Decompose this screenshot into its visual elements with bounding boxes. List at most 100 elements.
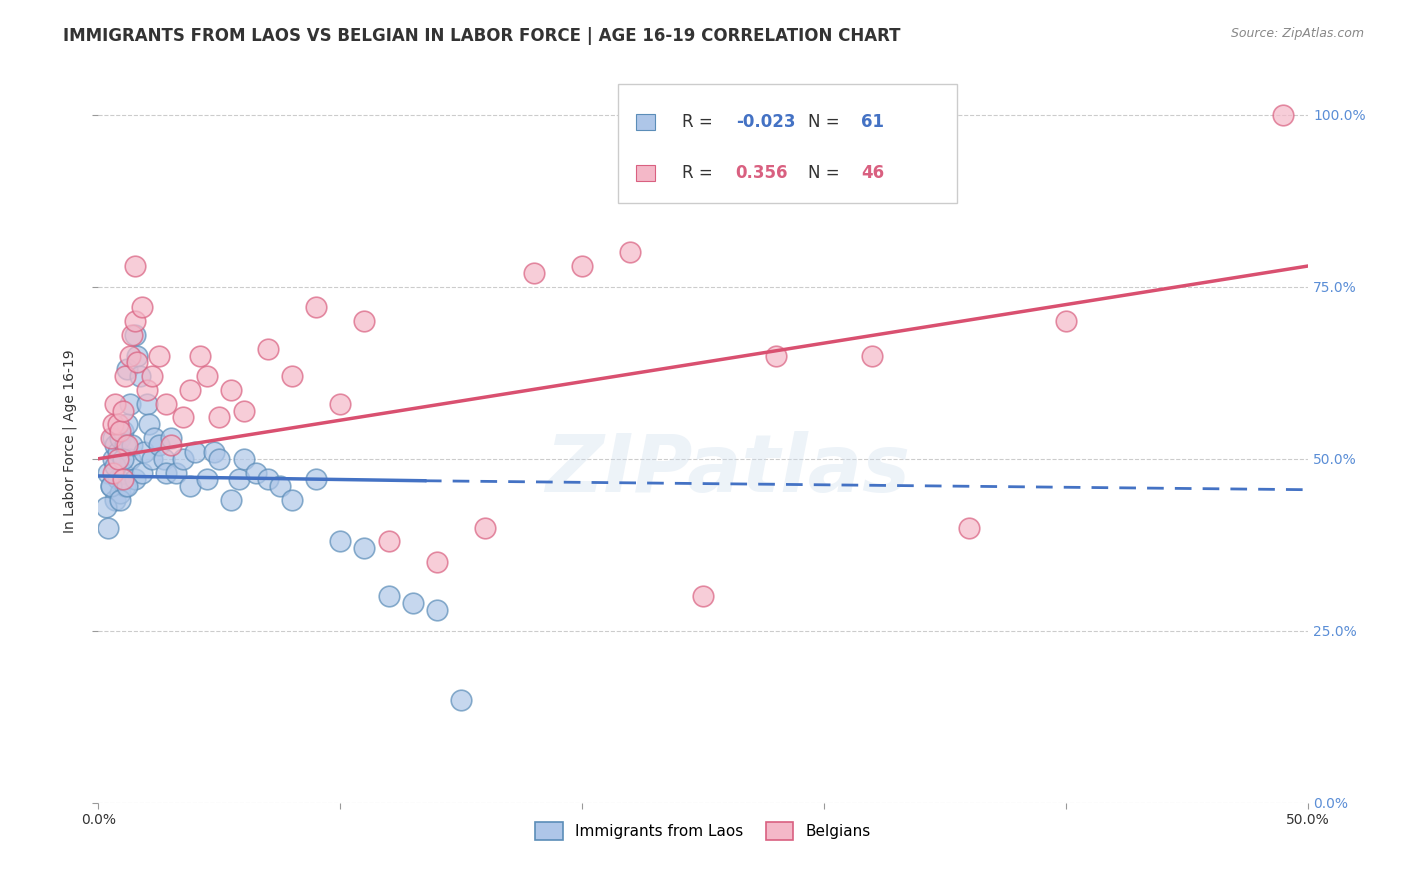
Text: ZIPatlas: ZIPatlas [544, 432, 910, 509]
Text: 0.356: 0.356 [735, 164, 789, 182]
Point [111, 466, 134, 480]
Point [108, 431, 131, 445]
Point [172, 410, 194, 425]
Point [208, 451, 231, 466]
Point [141, 451, 163, 466]
Point [160, 431, 183, 445]
Point [108, 424, 131, 438]
Point [245, 466, 267, 480]
Point [305, 472, 328, 486]
Point [269, 479, 291, 493]
Point [571, 259, 593, 273]
Text: 61: 61 [862, 113, 884, 131]
Point [118, 451, 141, 466]
Point [208, 410, 231, 425]
Point [111, 472, 134, 486]
Text: R =: R = [682, 113, 718, 131]
Text: R =: R = [682, 164, 724, 182]
Text: Source: ZipAtlas.com: Source: ZipAtlas.com [1230, 27, 1364, 40]
Point [124, 472, 146, 486]
Text: -0.023: -0.023 [735, 113, 796, 131]
Point [1272, 108, 1295, 122]
Point [111, 451, 134, 466]
Point [131, 466, 153, 480]
Text: IMMIGRANTS FROM LAOS VS BELGIAN IN LABOR FORCE | AGE 16-19 CORRELATION CHART: IMMIGRANTS FROM LAOS VS BELGIAN IN LABOR… [63, 27, 901, 45]
Point [107, 451, 129, 466]
Point [141, 369, 163, 384]
Point [377, 534, 399, 549]
Point [104, 397, 127, 411]
Point [353, 314, 375, 328]
Point [97, 466, 120, 480]
Point [108, 486, 131, 500]
Point [155, 397, 177, 411]
Point [221, 383, 243, 397]
Point [619, 245, 641, 260]
Point [957, 520, 980, 534]
Point [765, 349, 787, 363]
Point [124, 259, 146, 273]
Point [426, 555, 449, 569]
Point [124, 314, 146, 328]
Point [232, 403, 254, 417]
Point [329, 397, 352, 411]
Point [127, 355, 149, 369]
Point [152, 451, 174, 466]
Point [474, 520, 496, 534]
Point [221, 493, 243, 508]
Bar [637, 165, 655, 181]
Point [121, 327, 143, 342]
Point [305, 301, 328, 315]
Point [188, 349, 211, 363]
Point [232, 451, 254, 466]
Point [127, 349, 149, 363]
Point [131, 301, 153, 315]
Point [111, 424, 134, 438]
Point [281, 493, 304, 508]
Point [138, 417, 160, 432]
Point [107, 445, 129, 459]
Point [117, 417, 139, 432]
Point [692, 590, 714, 604]
Point [195, 369, 218, 384]
Text: N =: N = [808, 164, 845, 182]
Point [148, 438, 170, 452]
Point [195, 472, 218, 486]
Point [204, 445, 226, 459]
Point [104, 438, 127, 452]
Text: 46: 46 [862, 164, 884, 182]
Point [172, 451, 194, 466]
Point [155, 466, 177, 480]
Point [134, 445, 156, 459]
Point [148, 349, 170, 363]
Point [128, 369, 150, 384]
Point [101, 431, 124, 445]
Y-axis label: In Labor Force | Age 16-19: In Labor Force | Age 16-19 [62, 350, 77, 533]
Point [523, 266, 546, 280]
FancyBboxPatch shape [619, 84, 957, 203]
Point [114, 438, 136, 452]
Point [117, 362, 139, 376]
Point [114, 369, 136, 384]
Point [426, 603, 449, 617]
Point [121, 438, 143, 452]
Point [101, 417, 124, 432]
Point [329, 534, 352, 549]
Point [281, 369, 304, 384]
Point [860, 349, 883, 363]
Point [107, 417, 129, 432]
Point [160, 438, 183, 452]
Point [114, 479, 136, 493]
Point [100, 479, 122, 493]
Point [228, 472, 250, 486]
Point [135, 397, 157, 411]
Point [450, 692, 472, 706]
Point [143, 431, 166, 445]
Point [101, 466, 124, 480]
Point [101, 451, 124, 466]
Point [118, 397, 141, 411]
Point [165, 466, 187, 480]
Point [107, 472, 129, 486]
Point [97, 520, 120, 534]
Point [402, 596, 425, 610]
